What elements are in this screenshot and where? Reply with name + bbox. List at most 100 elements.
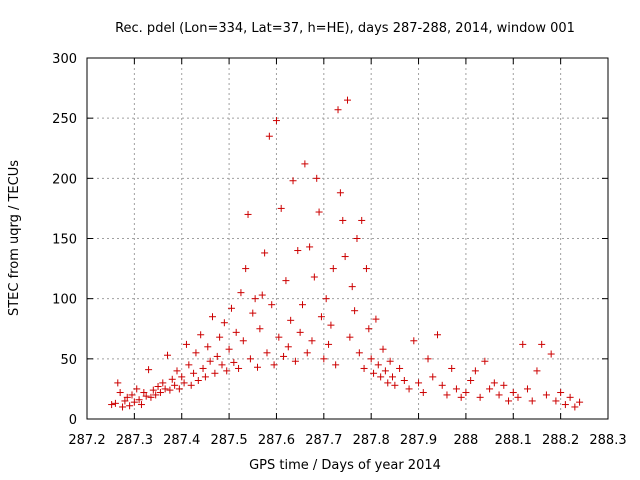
data-point bbox=[244, 210, 252, 218]
data-point bbox=[227, 304, 235, 312]
data-point bbox=[166, 386, 174, 394]
grid-lines bbox=[87, 58, 608, 419]
data-point bbox=[322, 295, 330, 303]
data-point bbox=[301, 160, 309, 168]
data-point bbox=[370, 369, 378, 377]
data-point bbox=[355, 349, 363, 357]
y-tick-label: 250 bbox=[52, 112, 77, 127]
data-point bbox=[223, 367, 231, 375]
axis-ticks: 287.2 287.3 287.4 287.5 287.6 287.7 287.8 287.9… bbox=[52, 52, 626, 448]
data-point bbox=[204, 343, 212, 351]
data-point bbox=[289, 177, 297, 185]
data-point bbox=[211, 369, 219, 377]
data-point bbox=[140, 389, 148, 397]
data-point bbox=[256, 325, 264, 333]
x-tick-label: 288.2 bbox=[542, 433, 579, 448]
data-point bbox=[348, 283, 356, 291]
data-point bbox=[557, 389, 565, 397]
data-point bbox=[462, 389, 470, 397]
data-point bbox=[263, 349, 271, 357]
data-point bbox=[443, 391, 451, 399]
data-point bbox=[313, 174, 321, 182]
data-point bbox=[194, 376, 202, 384]
x-tick-label: 287.8 bbox=[353, 433, 390, 448]
x-tick-label: 288.1 bbox=[495, 433, 532, 448]
data-point bbox=[135, 396, 143, 404]
data-point bbox=[145, 366, 153, 374]
data-point bbox=[209, 313, 217, 321]
data-point bbox=[429, 373, 437, 381]
data-point bbox=[185, 361, 193, 369]
data-point bbox=[108, 401, 116, 409]
data-point bbox=[114, 379, 122, 387]
data-point bbox=[249, 309, 257, 317]
data-point bbox=[339, 216, 347, 224]
data-point bbox=[538, 340, 546, 348]
data-point bbox=[457, 393, 465, 401]
data-point bbox=[310, 273, 318, 281]
data-point bbox=[388, 373, 396, 381]
data-point bbox=[294, 247, 302, 255]
data-point bbox=[552, 397, 560, 405]
data-point bbox=[258, 291, 266, 299]
data-point bbox=[320, 355, 328, 363]
data-point bbox=[396, 364, 404, 372]
data-point bbox=[353, 235, 361, 242]
data-point bbox=[523, 385, 531, 393]
data-point bbox=[277, 204, 285, 212]
data-point bbox=[481, 357, 489, 365]
data-point bbox=[500, 381, 508, 389]
data-point bbox=[384, 379, 392, 387]
data-point bbox=[199, 364, 207, 372]
data-point bbox=[372, 315, 380, 323]
data-point bbox=[287, 316, 295, 324]
data-point bbox=[351, 307, 359, 315]
data-point bbox=[571, 403, 579, 411]
data-point bbox=[519, 340, 527, 348]
data-point bbox=[386, 357, 394, 365]
data-point bbox=[111, 399, 119, 407]
data-point bbox=[284, 343, 292, 351]
data-point bbox=[360, 364, 368, 372]
data-point bbox=[182, 340, 190, 348]
x-tick-label: 287.2 bbox=[68, 433, 105, 448]
data-point bbox=[476, 393, 484, 401]
data-point bbox=[346, 333, 354, 341]
data-point bbox=[561, 401, 569, 409]
data-point bbox=[225, 345, 233, 353]
data-point bbox=[282, 277, 290, 285]
data-point bbox=[433, 331, 441, 339]
data-point bbox=[358, 216, 366, 224]
data-point bbox=[137, 401, 145, 409]
data-point bbox=[315, 208, 323, 216]
data-point bbox=[490, 379, 498, 387]
y-tick-label: 0 bbox=[69, 413, 77, 428]
data-point bbox=[415, 379, 423, 387]
data-point bbox=[161, 385, 169, 393]
y-axis-label: STEC from uqrg / TECUs bbox=[7, 160, 22, 316]
data-point bbox=[467, 376, 475, 384]
data-point bbox=[344, 96, 351, 104]
data-point bbox=[130, 398, 138, 406]
data-point bbox=[239, 337, 247, 345]
data-point bbox=[180, 379, 188, 387]
x-tick-label: 287.7 bbox=[305, 433, 342, 448]
data-point bbox=[190, 369, 198, 377]
y-tick-label: 50 bbox=[60, 353, 77, 368]
data-point bbox=[159, 379, 167, 387]
data-point bbox=[192, 349, 200, 357]
data-point bbox=[334, 106, 342, 114]
data-point bbox=[187, 381, 195, 389]
y-tick-label: 300 bbox=[52, 52, 77, 67]
data-point bbox=[126, 402, 134, 410]
data-point bbox=[325, 340, 333, 348]
data-point bbox=[374, 361, 382, 369]
x-axis-label: GPS time / Days of year 2014 bbox=[249, 458, 441, 473]
data-point bbox=[341, 253, 349, 261]
data-point bbox=[303, 349, 311, 357]
data-point bbox=[438, 381, 446, 389]
data-point bbox=[147, 393, 155, 401]
data-point bbox=[154, 383, 162, 391]
data-point bbox=[201, 373, 209, 381]
